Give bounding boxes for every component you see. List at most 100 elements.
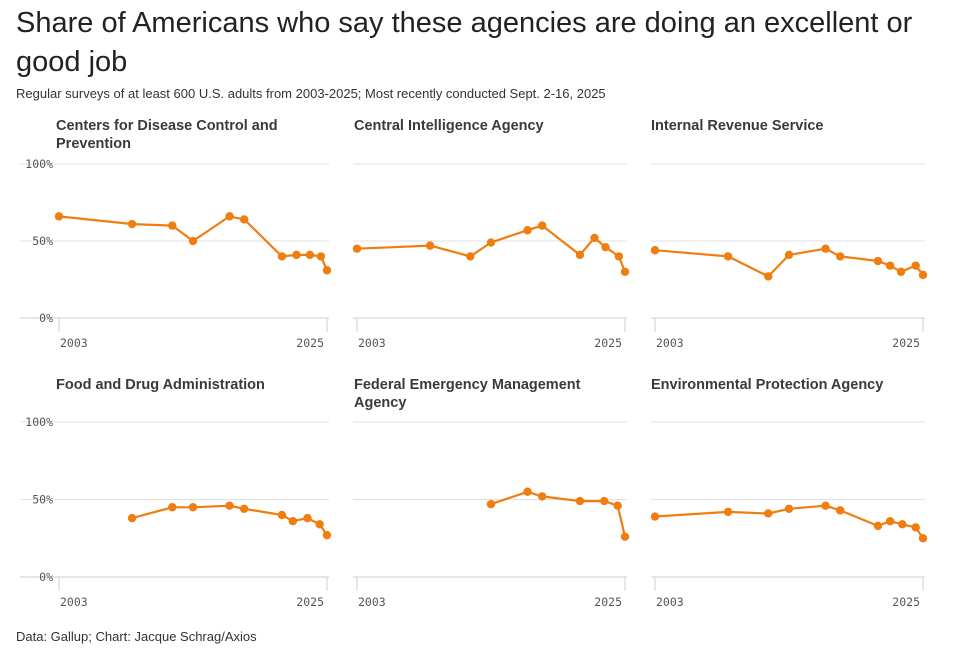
x-tick-label: 2003 [656, 595, 684, 609]
y-tick-label: 50% [32, 234, 53, 248]
data-point [127, 513, 137, 523]
y-tick-label: 0% [39, 570, 53, 584]
data-point [885, 261, 895, 270]
data-point [918, 270, 928, 280]
data-point [650, 246, 660, 255]
panel-title-line: Central Intelligence Agency [354, 118, 544, 134]
panel-title: Internal Revenue Service [651, 118, 823, 134]
data-point [225, 212, 234, 221]
panel-title-line: Environmental Protection Agency [651, 377, 883, 393]
data-point [188, 236, 198, 246]
data-point [784, 504, 794, 513]
data-point [486, 499, 496, 509]
data-point [835, 252, 845, 261]
panel-title-line: Internal Revenue Service [651, 118, 823, 134]
series-line [356, 224, 627, 273]
panel-title: Environmental Protection Agency [651, 377, 883, 393]
data-point [277, 252, 287, 261]
panel-2: Central Intelligence Agency 2003 2025 [352, 118, 630, 350]
data-point [764, 509, 773, 518]
data-point [322, 530, 332, 540]
data-point [292, 250, 301, 260]
source-note: Data: Gallup; Chart: Jacque Schrag/Axios [16, 629, 257, 644]
data-point [821, 244, 830, 253]
data-point [723, 252, 733, 261]
data-point [898, 520, 907, 529]
panel-4: Food and Drug Administration 100% 50% 0% 200… [20, 377, 332, 609]
panel-title: Federal Emergency Management Agency [354, 377, 581, 411]
data-point [821, 501, 830, 510]
y-tick-label: 0% [39, 311, 53, 325]
data-point [911, 261, 920, 270]
series-line [131, 504, 328, 536]
data-point [305, 250, 315, 260]
data-point [425, 241, 435, 250]
x-tick-label: 2003 [656, 336, 684, 350]
panel-title: Central Intelligence Agency [354, 118, 544, 134]
data-point [614, 252, 624, 261]
x-tick-label: 2003 [358, 336, 386, 350]
data-point [600, 496, 609, 506]
panel-6: Environmental Protection Agency 2003 2025 [650, 377, 928, 609]
data-point [288, 517, 298, 526]
x-tick-label: 2025 [296, 595, 324, 609]
data-point [303, 513, 312, 523]
data-point [575, 496, 585, 506]
data-point [835, 506, 845, 515]
chart-subtitle: Regular surveys of at least 600 U.S. adu… [16, 86, 606, 101]
y-tick-label: 50% [32, 493, 53, 507]
data-point [239, 504, 249, 513]
data-point [277, 510, 287, 520]
data-point [873, 256, 883, 266]
data-point [885, 517, 895, 526]
panel-title-line: Food and Drug Administration [56, 377, 265, 393]
x-tick-label: 2003 [358, 595, 386, 609]
data-point [896, 267, 906, 276]
data-point [523, 226, 532, 235]
panel-title-line: Federal Emergency Management [354, 377, 581, 393]
panel-title-line: Agency [354, 395, 406, 411]
data-point [315, 520, 324, 529]
data-point [918, 534, 928, 543]
x-tick-label: 2025 [892, 336, 920, 350]
data-point [911, 523, 920, 532]
data-point [225, 501, 234, 510]
panel-title-line: Prevention [56, 136, 131, 152]
data-point [723, 507, 733, 517]
panel-title: Food and Drug Administration [56, 377, 265, 393]
data-point [523, 487, 532, 496]
data-point [537, 492, 547, 501]
x-tick-label: 2003 [60, 595, 88, 609]
data-point [54, 212, 64, 221]
x-tick-label: 2003 [60, 336, 88, 350]
data-point [537, 221, 547, 230]
panel-3: Internal Revenue Service 2003 2025 [650, 118, 928, 350]
x-tick-label: 2025 [892, 595, 920, 609]
data-point [168, 503, 177, 512]
data-point [168, 221, 177, 230]
x-tick-label: 2025 [594, 336, 622, 350]
panel-1: Centers for Disease Control and Preventio… [20, 118, 332, 350]
data-point [784, 250, 794, 260]
data-point [466, 252, 475, 261]
data-point [613, 501, 622, 510]
y-tick-label: 100% [25, 157, 53, 171]
chart-title: Share of Americans who say these agencie… [16, 7, 913, 78]
x-tick-label: 2025 [296, 336, 324, 350]
data-point [620, 267, 630, 276]
data-point [873, 521, 883, 531]
panel-title-line: Centers for Disease Control and [56, 118, 278, 134]
data-point [764, 272, 773, 281]
data-point [601, 242, 610, 252]
data-point [575, 250, 585, 260]
y-tick-label: 100% [25, 415, 53, 429]
panel-title: Centers for Disease Control and Preventio… [56, 118, 278, 152]
data-point [590, 233, 599, 243]
data-point [650, 512, 660, 521]
data-point [486, 238, 496, 247]
data-point [322, 266, 332, 275]
data-point [316, 252, 326, 261]
data-point [188, 503, 198, 512]
data-point [620, 532, 630, 541]
